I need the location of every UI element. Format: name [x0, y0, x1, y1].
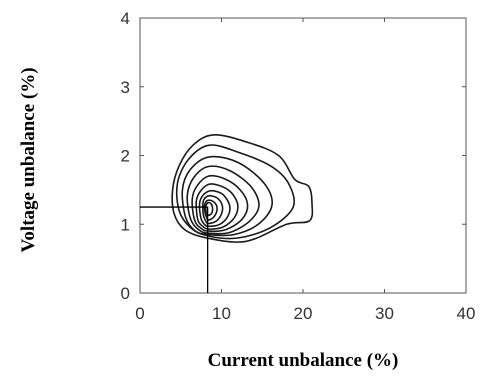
x-tick-label: 0: [135, 304, 144, 323]
contour-level-1: [171, 134, 314, 243]
contour-level-7: [198, 189, 231, 228]
contour-level-2: [175, 144, 296, 240]
contour-level-10: [205, 201, 214, 217]
x-axis-title: Current unbalance (%): [208, 350, 399, 371]
y-tick-label: 0: [121, 284, 130, 303]
y-tick-label: 1: [121, 215, 130, 234]
x-tick-label: 40: [457, 304, 476, 323]
contour-level-4: [186, 165, 260, 235]
contour-level-6: [195, 183, 239, 230]
contour-level-9: [203, 199, 218, 221]
y-axis-ticks: 0 1 2 3 4: [121, 9, 466, 303]
y-tick-label: 3: [121, 78, 130, 97]
x-tick-label: 20: [294, 304, 313, 323]
y-tick-label: 4: [121, 9, 130, 28]
plot-frame: [139, 17, 467, 294]
y-tick-label: 2: [121, 147, 130, 166]
peak-crosshair: [140, 206, 209, 293]
contour-level-3: [181, 155, 273, 237]
x-tick-label: 10: [212, 304, 231, 323]
contour-level-8: [201, 194, 224, 225]
contour-level-5: [191, 174, 249, 233]
y-axis-title: Voltage unbalance (%): [18, 67, 39, 252]
x-axis-ticks: 0 10 20 30 40: [135, 18, 475, 323]
x-tick-label: 30: [375, 304, 394, 323]
contour-lines: [171, 134, 314, 243]
